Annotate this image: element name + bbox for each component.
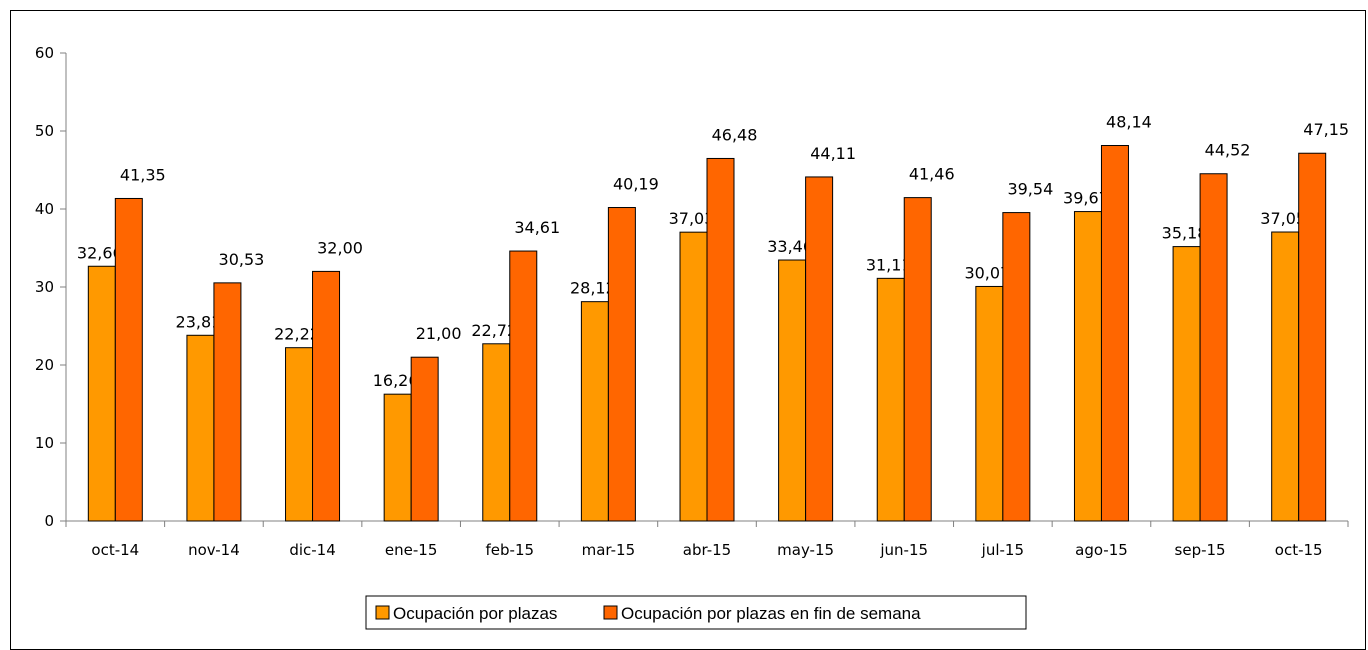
bar-ocupacion-fin-semana xyxy=(312,270,341,522)
y-tick-label: 50 xyxy=(35,122,54,140)
data-label: 16,26 xyxy=(373,371,419,390)
x-tick-label: ene-15 xyxy=(385,541,437,559)
data-label: 30,07 xyxy=(964,263,1010,282)
data-label: 37,03 xyxy=(669,209,715,228)
data-label: 48,14 xyxy=(1106,113,1152,132)
data-label: 22,72 xyxy=(471,321,517,340)
x-tick-label: sep-15 xyxy=(1175,541,1226,559)
x-tick-label: ago-15 xyxy=(1075,541,1128,559)
y-tick-label: 40 xyxy=(35,200,54,218)
x-tick-label: mar-15 xyxy=(582,541,636,559)
data-label: 46,48 xyxy=(712,125,758,144)
data-label: 32,66 xyxy=(77,243,123,262)
x-tick-label: oct-14 xyxy=(91,541,139,559)
data-label: 28,12 xyxy=(570,279,616,298)
bar-ocupacion-fin-semana xyxy=(1100,145,1129,522)
data-label: 34,61 xyxy=(514,218,560,237)
data-label: 21,00 xyxy=(416,324,462,343)
bar-ocupacion-fin-semana xyxy=(706,157,735,522)
legend xyxy=(365,595,1027,630)
x-tick-label: nov-14 xyxy=(188,541,240,559)
x-tick-label: oct-15 xyxy=(1275,541,1323,559)
x-tick-label: jun-15 xyxy=(879,541,928,559)
bar-ocupacion-fin-semana xyxy=(903,197,932,522)
data-label: 22,22 xyxy=(274,325,320,344)
bar-ocupacion xyxy=(1271,231,1300,522)
bar-ocupacion xyxy=(285,347,314,522)
bar-ocupacion-fin-semana xyxy=(410,356,439,522)
bar-ocupacion xyxy=(482,343,511,522)
bar-ocupacion xyxy=(1073,211,1102,522)
bar-ocupacion xyxy=(87,265,116,522)
bar-ocupacion xyxy=(186,334,215,522)
x-tick-label: may-15 xyxy=(777,541,834,559)
y-tick-label: 10 xyxy=(35,434,54,452)
legend-swatch xyxy=(375,605,390,620)
bar-ocupacion-fin-semana xyxy=(509,250,538,522)
bar-ocupacion-fin-semana xyxy=(607,207,636,522)
y-tick-label: 20 xyxy=(35,356,54,374)
legend-swatch xyxy=(603,605,618,620)
bar-ocupacion-fin-semana xyxy=(213,282,242,522)
bar-ocupacion-fin-semana xyxy=(1002,212,1031,522)
x-tick-label: feb-15 xyxy=(486,541,535,559)
y-tick-label: 30 xyxy=(35,278,54,296)
bar-ocupacion-fin-semana xyxy=(805,176,834,522)
data-label: 44,11 xyxy=(810,144,856,163)
y-tick-label: 60 xyxy=(35,44,54,62)
data-label: 23,81 xyxy=(176,312,222,331)
bar-ocupacion-fin-semana xyxy=(1199,173,1228,522)
data-label: 41,35 xyxy=(120,165,166,184)
data-label: 32,00 xyxy=(317,238,363,257)
bar-ocupacion xyxy=(1172,246,1201,522)
data-label: 31,11 xyxy=(866,255,912,274)
x-tick-label: abr-15 xyxy=(683,541,731,559)
data-label: 30,53 xyxy=(219,250,265,269)
data-label: 39,54 xyxy=(1007,180,1053,199)
data-label: 37,05 xyxy=(1260,209,1306,228)
bar-chart: 0 10 20 30 40 50 60 32,66 41,35 oct-14 23,81 30,53 n… xyxy=(35,44,1349,630)
bar-ocupacion-fin-semana xyxy=(1298,152,1327,522)
legend-label: Ocupación por plazas xyxy=(393,604,557,623)
y-tick-label: 0 xyxy=(44,512,54,530)
data-label: 41,46 xyxy=(909,165,955,184)
legend-label: Ocupación por plazas en fin de semana xyxy=(621,604,921,623)
x-tick-label: jul-15 xyxy=(981,541,1024,559)
bar-ocupacion xyxy=(876,277,905,522)
data-label: 44,52 xyxy=(1205,141,1251,160)
bar-ocupacion xyxy=(383,393,412,522)
x-tick-label: dic-14 xyxy=(289,541,335,559)
bar-ocupacion xyxy=(778,259,807,522)
data-label: 33,46 xyxy=(767,237,813,256)
data-label: 40,19 xyxy=(613,175,659,194)
bar-ocupacion xyxy=(679,231,708,522)
data-label: 35,18 xyxy=(1162,224,1208,243)
bar-ocupacion xyxy=(580,301,609,522)
bar-ocupacion-fin-semana xyxy=(114,197,143,522)
data-label: 47,15 xyxy=(1303,120,1349,139)
bar-ocupacion xyxy=(975,285,1004,522)
data-label: 39,67 xyxy=(1063,189,1109,208)
